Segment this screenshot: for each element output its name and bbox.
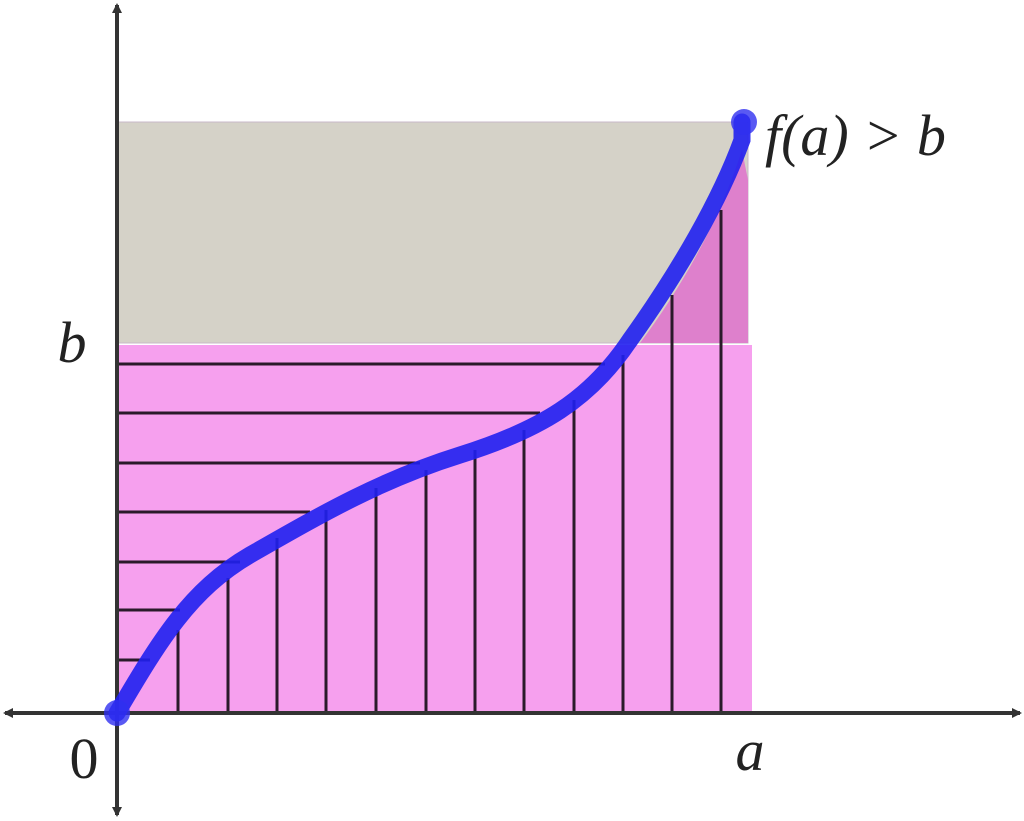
lower-region (117, 345, 752, 713)
a-label: a (736, 718, 765, 783)
b-label: b (58, 310, 87, 375)
condition-label: f(a) > b (765, 103, 946, 168)
curve (108, 113, 751, 722)
end-point (731, 109, 757, 135)
start-point (104, 700, 130, 726)
hatching (117, 210, 723, 713)
origin-label: 0 (70, 726, 99, 791)
upper-region (116, 121, 749, 344)
